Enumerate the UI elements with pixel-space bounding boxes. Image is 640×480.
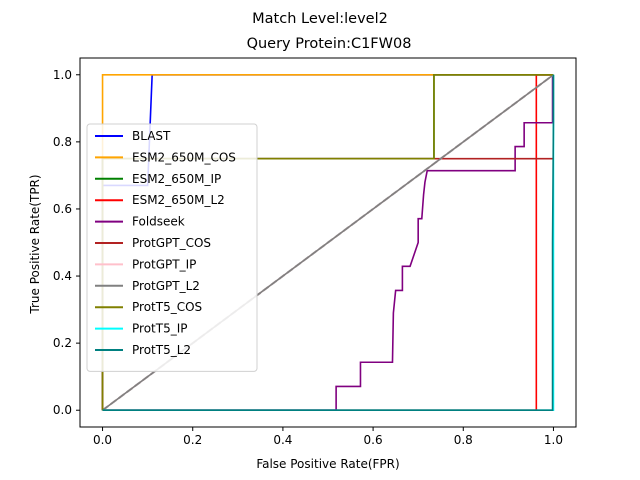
- x-axis-label: False Positive Rate(FPR): [256, 457, 399, 471]
- x-axis-ticks: 0.0 0.2 0.4 0.6 0.8 1.0: [93, 427, 563, 447]
- legend-label-esm2-650m-l2: ESM2_650M_L2: [132, 193, 225, 207]
- x-tick-label: 0.4: [273, 433, 292, 447]
- y-tick-label: 0.0: [53, 403, 72, 417]
- legend-label-esm2-650m-cos: ESM2_650M_COS: [132, 150, 236, 164]
- x-tick-label: 0.2: [183, 433, 202, 447]
- legend-label-esm2-650m-ip: ESM2_650M_IP: [132, 172, 221, 186]
- y-tick-label: 0.6: [53, 202, 72, 216]
- y-tick-label: 1.0: [53, 68, 72, 82]
- x-tick-label: 0.0: [93, 433, 112, 447]
- legend-label-protgpt-ip: ProtGPT_IP: [132, 257, 196, 271]
- legend-label-protgpt-cos: ProtGPT_COS: [132, 236, 211, 250]
- chart-title: Match Level:level2: [252, 11, 388, 27]
- y-axis-ticks: 0.0 0.2 0.4 0.6 0.8 1.0: [53, 68, 80, 417]
- legend-label-foldseek: Foldseek: [132, 215, 185, 229]
- legend: BLAST ESM2_650M_COS ESM2_650M_IP ESM2_650M_…: [86, 123, 258, 372]
- plot-frame: [79, 57, 577, 428]
- legend-label-prott5-l2: ProtT5_L2: [132, 343, 191, 357]
- y-axis-label: True Positive Rate(TPR): [28, 174, 42, 314]
- chart-subtitle: Query Protein:C1FW08: [247, 36, 412, 52]
- x-tick-label: 0.8: [454, 433, 473, 447]
- x-tick-label: 0.6: [364, 433, 383, 447]
- legend-label-blast: BLAST: [132, 129, 171, 143]
- y-tick-label: 0.4: [53, 269, 72, 283]
- series-line-foldseek: [102, 74, 554, 412]
- y-tick-label: 0.2: [53, 336, 72, 350]
- y-tick-label: 0.8: [53, 135, 72, 149]
- legend-label-prott5-ip: ProtT5_IP: [132, 322, 187, 336]
- legend-label-prott5-cos: ProtT5_COS: [132, 300, 202, 314]
- legend-label-protgpt-l2: ProtGPT_L2: [132, 279, 200, 293]
- x-tick-label: 1.0: [544, 433, 563, 447]
- legend-box: [86, 123, 258, 372]
- series-line-prott5-l2: [102, 74, 555, 412]
